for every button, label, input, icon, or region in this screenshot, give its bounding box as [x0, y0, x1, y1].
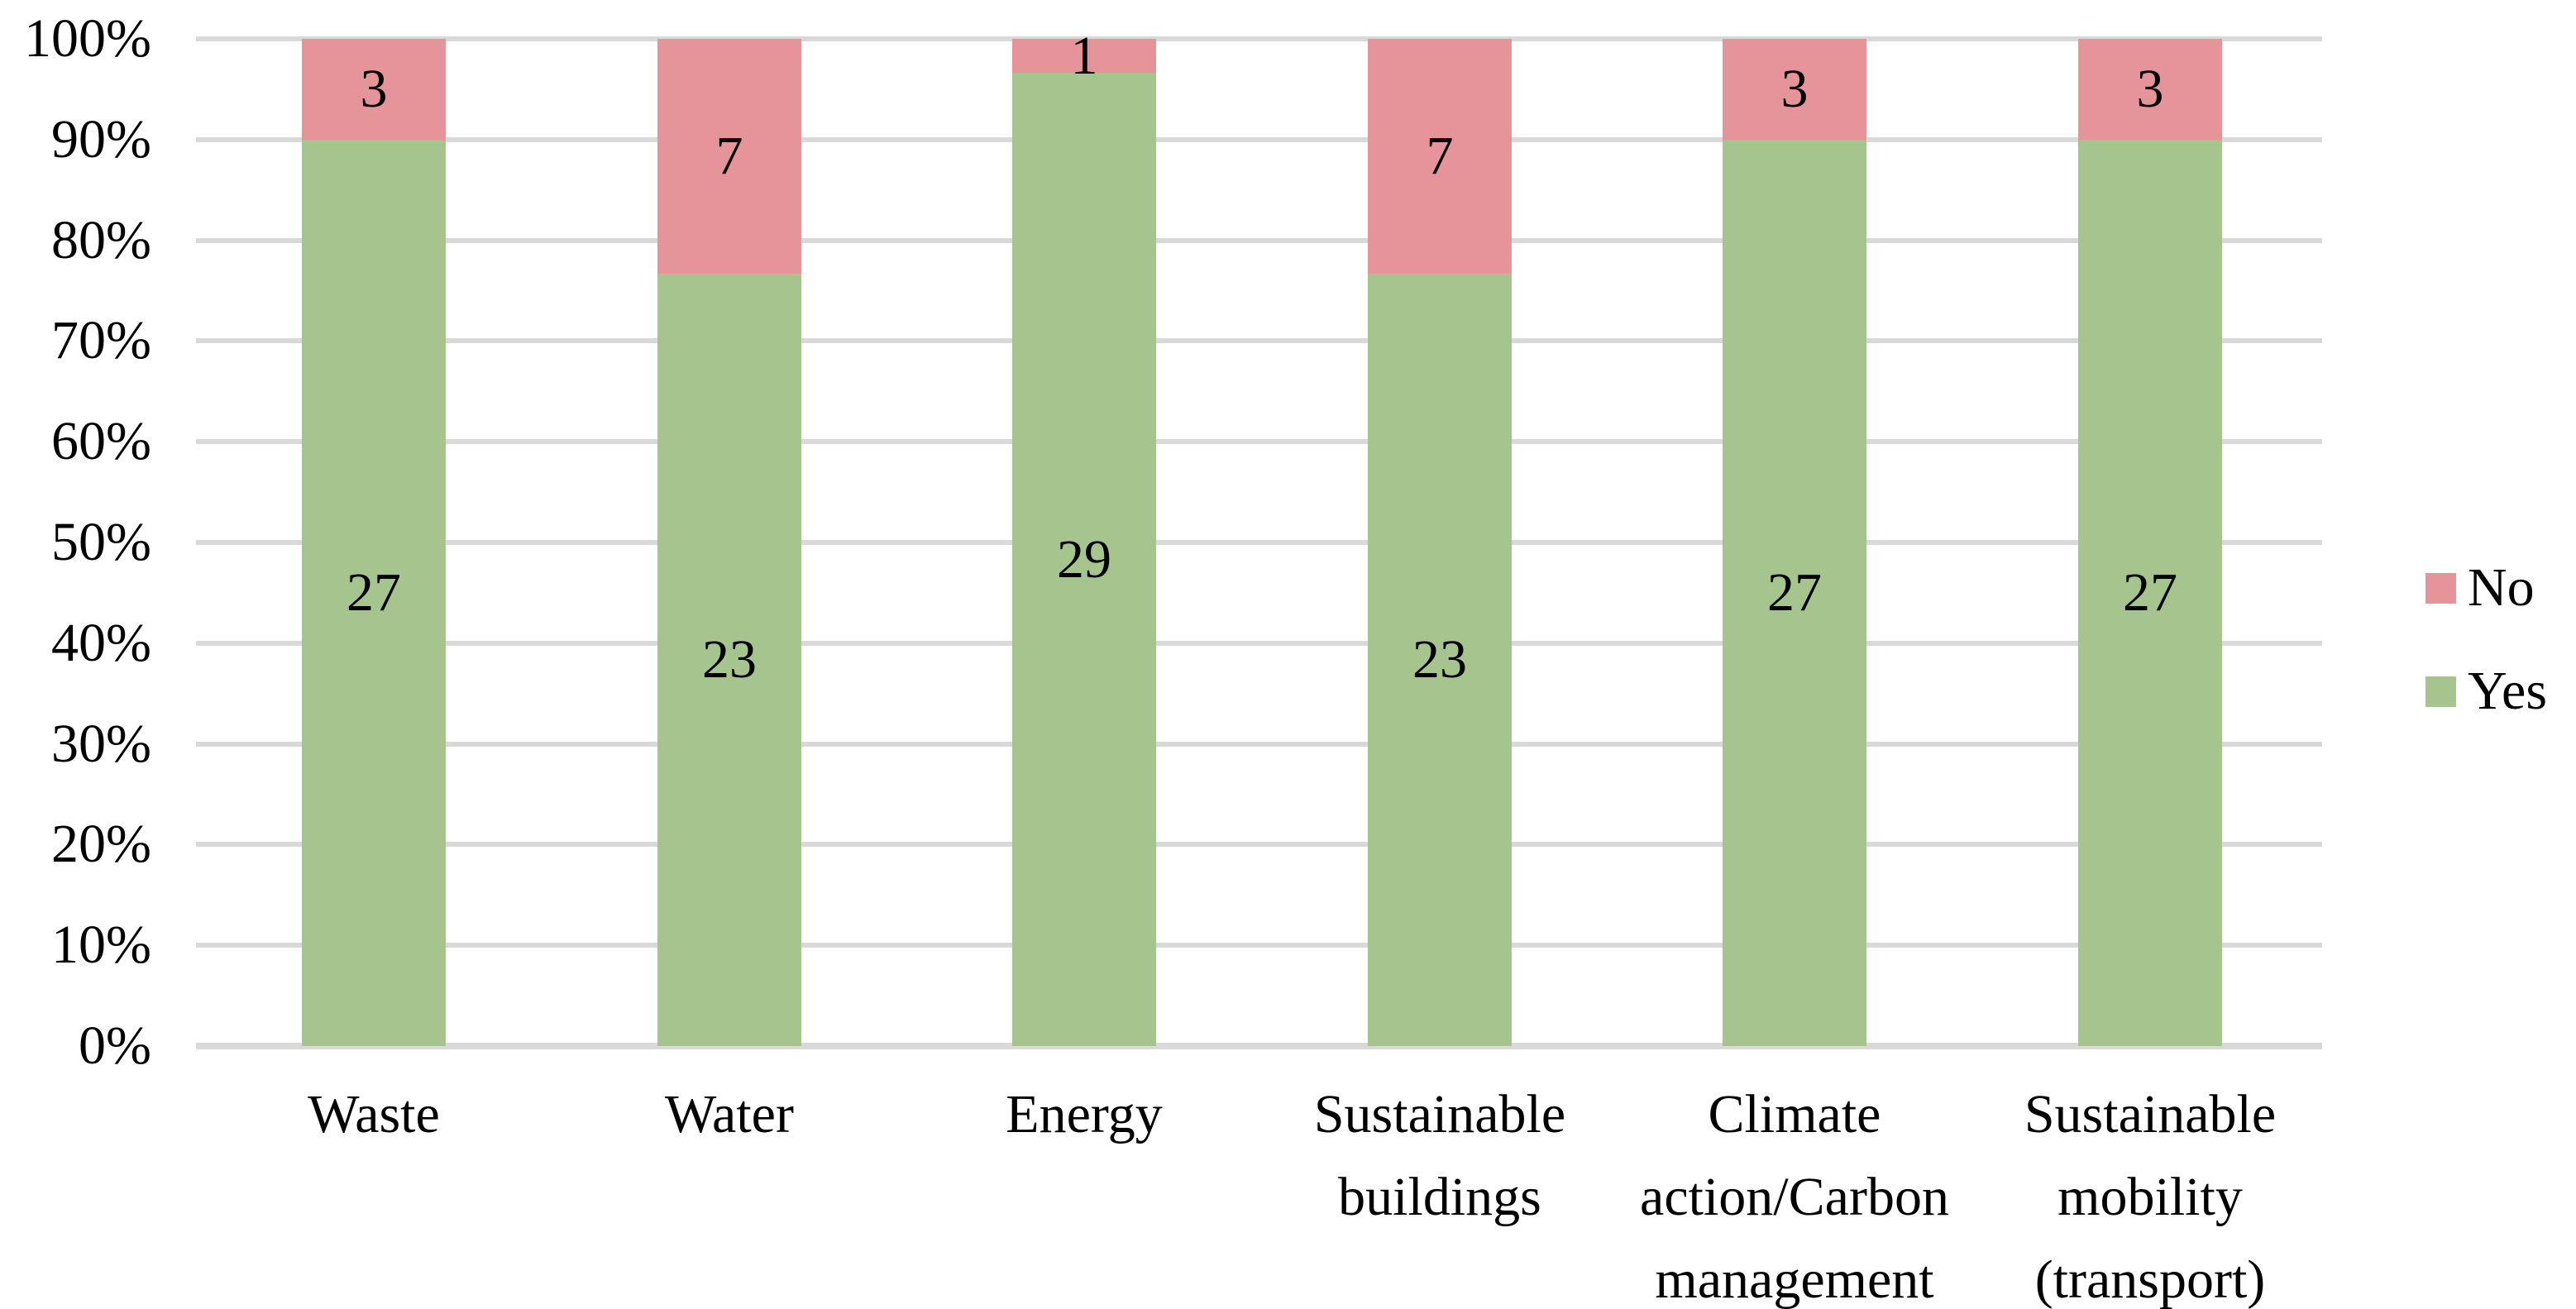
bar-climate-action-carbon-management-no-segment [1723, 39, 1866, 140]
gridline-20 [196, 842, 2322, 847]
x-axis-label-sustainable-mobility-transport: Sustainable mobility (transport) [1968, 1073, 2332, 1309]
x-axis-label-line: management [1655, 1249, 1934, 1309]
gridline-10 [196, 943, 2322, 948]
x-axis-label-line: mobility [2057, 1167, 2243, 1227]
gridline-60 [196, 439, 2322, 444]
y-axis-tick-50: 50% [51, 512, 151, 572]
gridline-80 [196, 238, 2322, 243]
bar-sustainable-buildings-yes-segment [1368, 274, 1512, 1046]
legend-label-yes: Yes [2468, 661, 2548, 721]
x-axis-line [196, 1043, 2322, 1049]
y-axis-tick-70: 70% [51, 310, 151, 370]
bar-waste-yes-segment [302, 140, 446, 1046]
x-axis-label-sustainable-buildings: Sustainable buildings [1258, 1073, 1622, 1239]
x-axis-label-line: buildings [1338, 1167, 1541, 1227]
bar-water-yes-segment [657, 274, 801, 1046]
x-axis-label-line: Sustainable [2024, 1084, 2277, 1144]
x-axis-label-line: Energy [1006, 1084, 1163, 1144]
x-axis-label-waste: Waste [192, 1073, 556, 1156]
x-axis-label-line: Climate [1708, 1084, 1881, 1144]
gridline-40 [196, 641, 2322, 646]
legend-label-no: No [2468, 557, 2535, 618]
x-axis-label-line: Water [665, 1084, 794, 1144]
y-axis-tick-0: 0% [79, 1015, 151, 1076]
bar-sustainable-mobility-transport-yes-segment [2078, 140, 2222, 1046]
x-axis-label-line: action/Carbon [1640, 1167, 1949, 1227]
x-axis-label-water: Water [547, 1073, 911, 1156]
bar-sustainable-buildings-no-segment [1368, 39, 1512, 274]
y-axis-tick-10: 10% [51, 915, 151, 975]
gridline-100 [196, 36, 2322, 41]
bar-climate-action-carbon-management-yes-segment [1723, 140, 1866, 1046]
gridline-50 [196, 540, 2322, 545]
legend-swatch-yes [2425, 676, 2456, 707]
y-axis-tick-90: 90% [51, 109, 151, 170]
bar-waste-no-segment [302, 39, 446, 140]
legend-swatch-no [2425, 572, 2456, 604]
y-axis-tick-60: 60% [51, 411, 151, 471]
bar-sustainable-mobility-transport-no-segment [2078, 39, 2222, 140]
x-axis-label-energy: Energy [902, 1073, 1266, 1156]
bar-water-no-segment [657, 39, 801, 274]
y-axis-tick-20: 20% [51, 814, 151, 874]
x-axis-label-line: Waste [308, 1084, 440, 1144]
x-axis-label-climate-action-carbon-management: Climate action/Carbon management [1613, 1073, 1976, 1309]
gridline-90 [196, 137, 2322, 142]
bar-energy-no-segment [1012, 39, 1156, 73]
x-axis-label-line: Sustainable [1313, 1084, 1566, 1144]
gridline-70 [196, 338, 2322, 343]
y-axis-tick-100: 100% [24, 8, 151, 69]
y-axis-tick-40: 40% [51, 613, 151, 673]
y-axis-tick-80: 80% [51, 210, 151, 270]
legend-item-yes: Yes [2425, 650, 2547, 733]
bar-energy-yes-segment [1012, 73, 1156, 1046]
y-axis-tick-30: 30% [51, 714, 151, 774]
legend-item-no: No [2425, 547, 2535, 629]
x-axis-label-line: (transport) [2034, 1249, 2266, 1309]
gridline-30 [196, 742, 2322, 747]
